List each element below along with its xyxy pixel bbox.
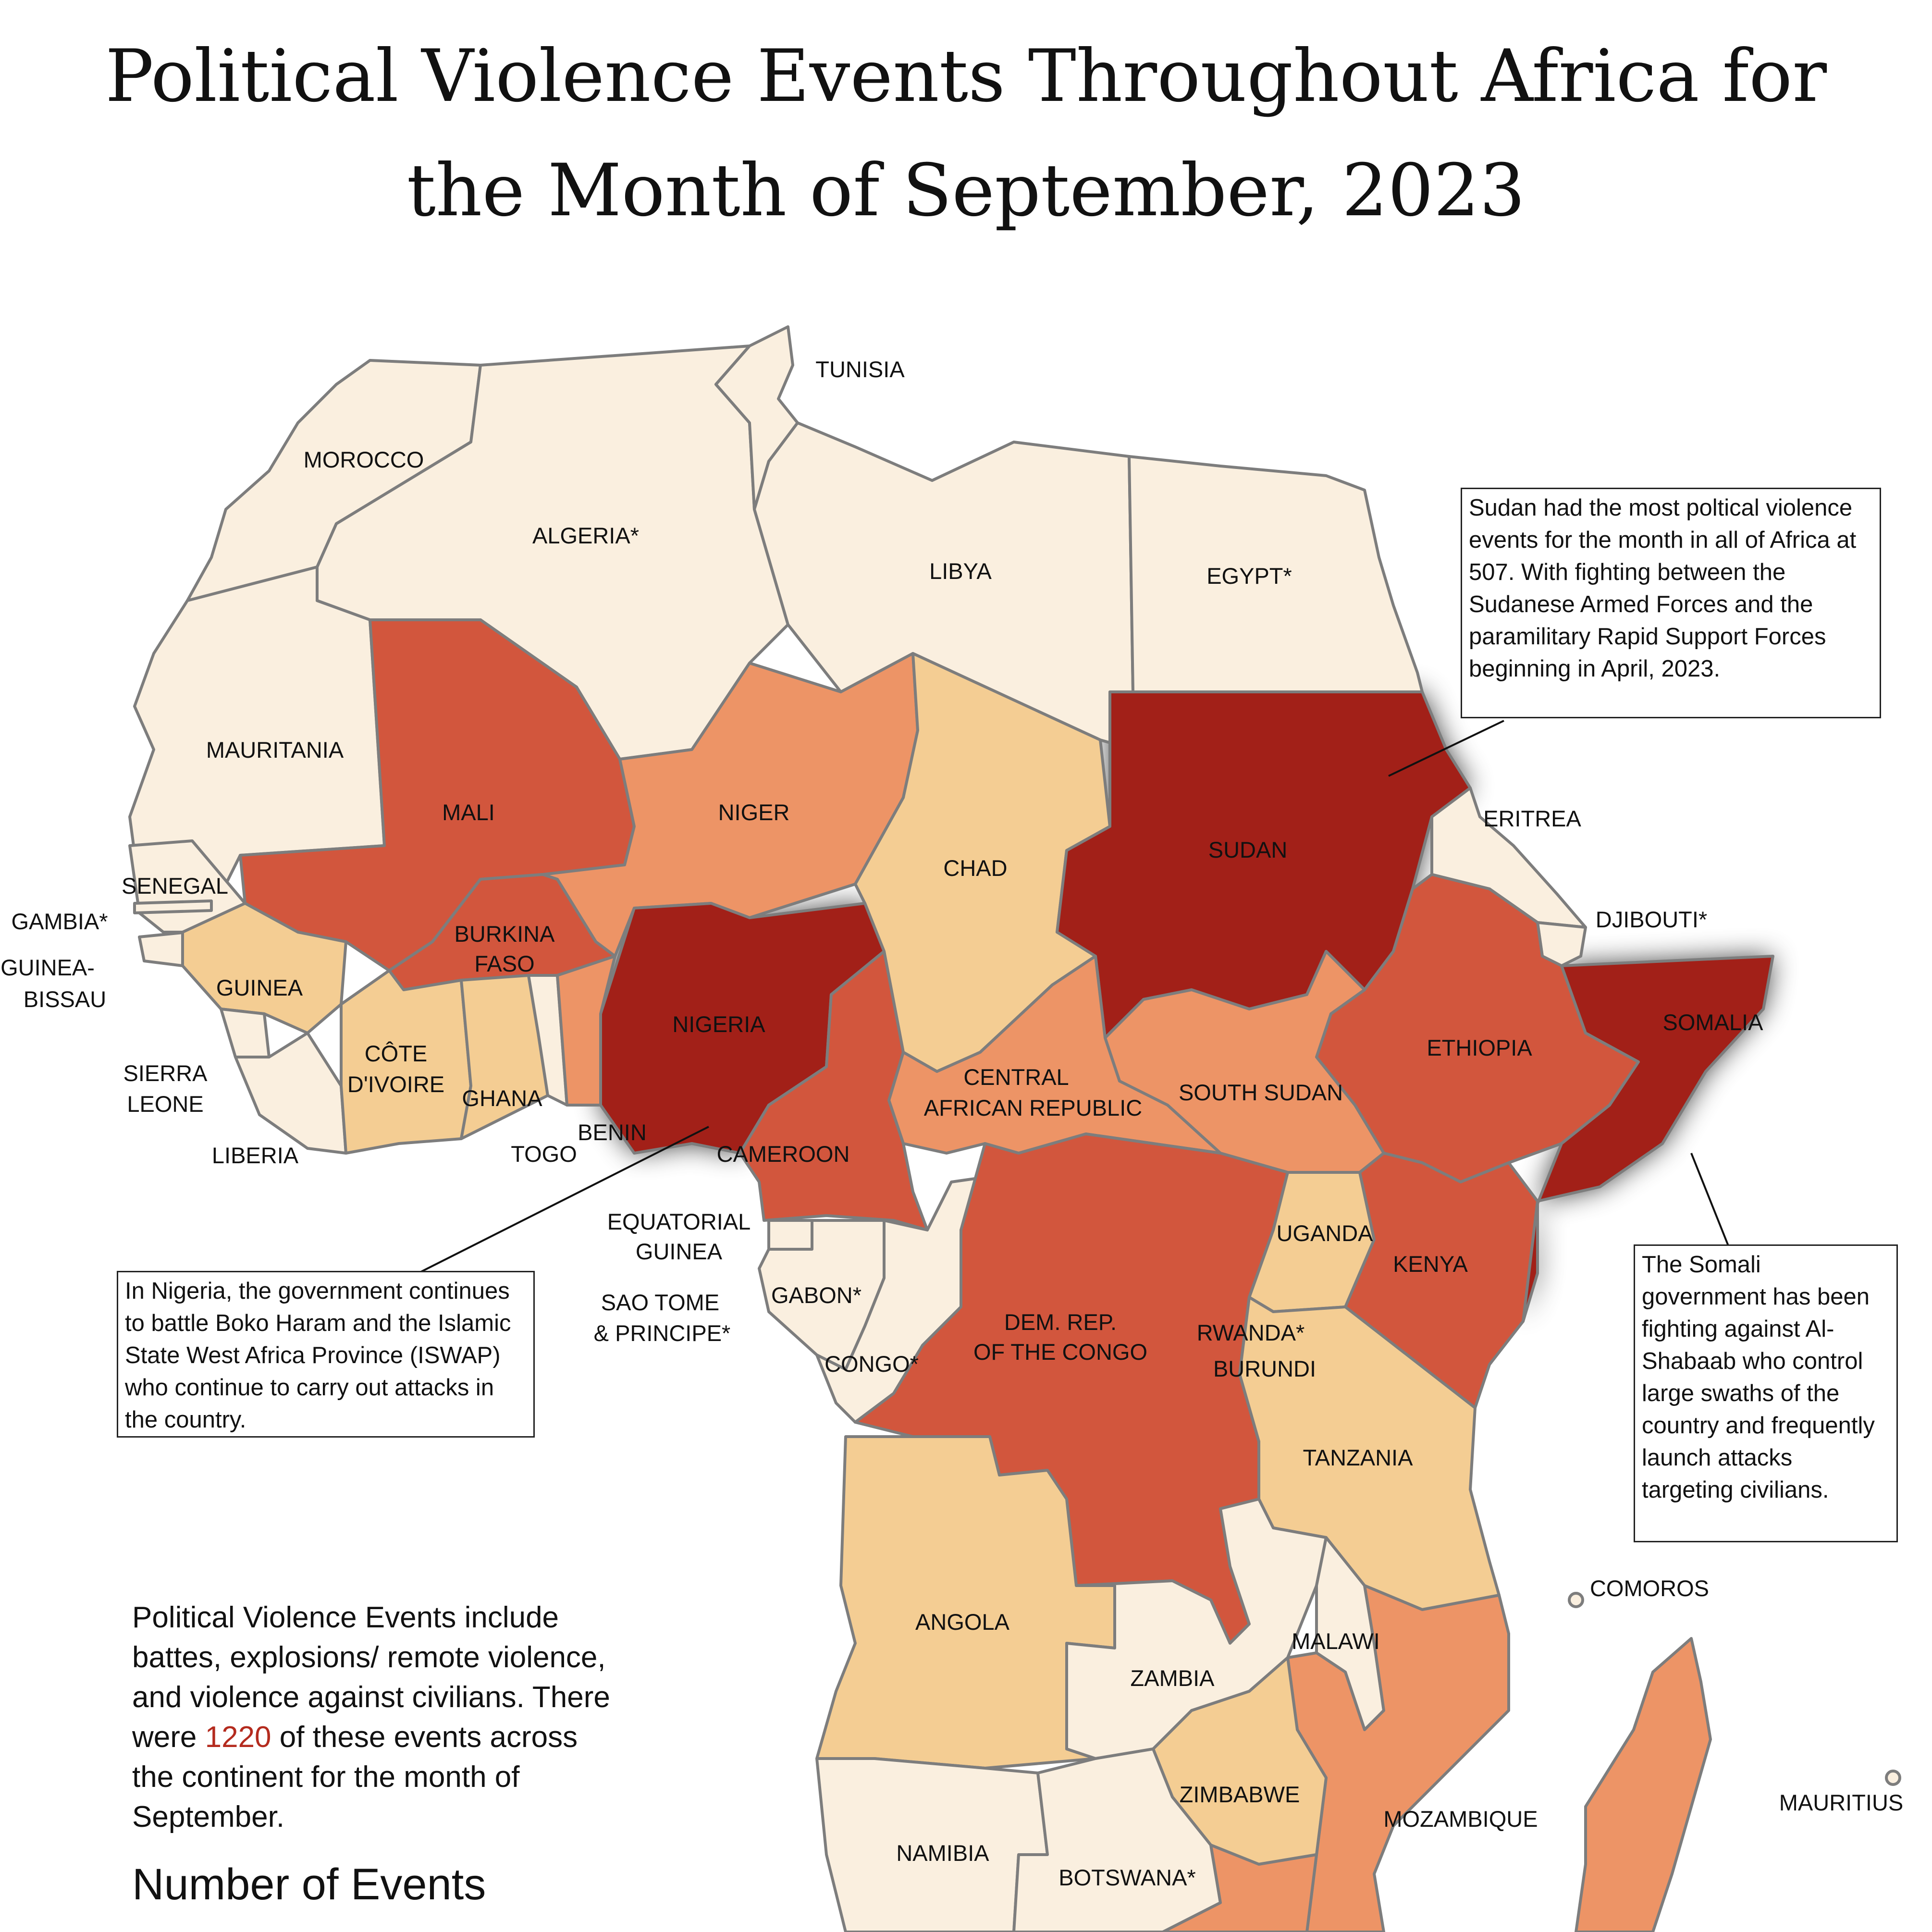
label-kenya: KENYA (1393, 1251, 1468, 1277)
label-egypt: EGYPT* (1206, 563, 1292, 589)
legend-title: Number of Events (132, 1860, 486, 1909)
label-cote-divoire-line-1: CÔTE (365, 1041, 428, 1066)
label-gabon: GABON* (771, 1282, 861, 1308)
label-benin: BENIN (578, 1120, 647, 1145)
sudan-leader-line (1388, 720, 1504, 777)
label-ethiopia: ETHIOPIA (1427, 1035, 1532, 1060)
map-title: Political Violence Events Throughout Afr… (0, 19, 1932, 248)
label-sierra-leone-line-2: LEONE (127, 1091, 203, 1117)
label-rwanda: RWANDA* (1197, 1320, 1305, 1345)
label-comoros: COMOROS (1590, 1575, 1709, 1601)
country-labels: TUNISIA MOROCCO ALGERIA* LIBYA EGYPT* MA… (0, 357, 1903, 1890)
country-benin[interactable] (556, 955, 616, 1107)
label-eqguinea-line-2: GUINEA (636, 1239, 723, 1264)
nigeria-callout-text: In Nigeria, the government continues to … (125, 1278, 511, 1433)
label-congo: CONGO* (824, 1351, 919, 1377)
label-uganda: UGANDA (1276, 1220, 1373, 1246)
events-total: 1220 (205, 1721, 271, 1754)
country-guinea-bissau[interactable] (138, 931, 189, 967)
label-algeria: ALGERIA* (532, 523, 639, 548)
label-niger: NIGER (718, 800, 790, 825)
label-tunisia: TUNISIA (815, 357, 905, 382)
label-car-line-1: CENTRAL (963, 1064, 1069, 1090)
label-togo: TOGO (511, 1141, 577, 1167)
label-car-line-2: AFRICAN REPUBLIC (924, 1095, 1142, 1120)
label-liberia: LIBERIA (212, 1143, 299, 1168)
label-mali: MALI (442, 800, 495, 825)
label-drc-line-1: DEM. REP. (1004, 1309, 1117, 1335)
label-sierra-leone-line-1: SIERRA (123, 1060, 208, 1086)
somalia-callout: The Somali government has been fighting … (1634, 1244, 1898, 1542)
label-south-sudan: SOUTH SUDAN (1179, 1080, 1343, 1105)
label-eqguinea-line-1: EQUATORIAL (607, 1209, 751, 1234)
label-sudan: SUDAN (1208, 837, 1288, 862)
label-botswana: BOTSWANA* (1058, 1865, 1196, 1890)
country-guinea[interactable] (181, 902, 347, 1034)
label-morocco: MOROCCO (304, 447, 424, 472)
label-sao-tome-line-2: & PRINCIPE* (594, 1320, 731, 1346)
label-mauritius: MAURITIUS (1779, 1790, 1904, 1815)
country-south-africa-partial[interactable] (1161, 1844, 1318, 1932)
label-mozambique: MOZAMBIQUE (1383, 1806, 1538, 1832)
label-djibouti: DJIBOUTI* (1596, 907, 1707, 932)
title-line-1: Political Violence Events Throughout Afr… (105, 35, 1827, 118)
label-tanzania: TANZANIA (1303, 1445, 1414, 1470)
label-guinea-bissau-line-2: BISSAU (24, 986, 106, 1012)
country-mauritius-island[interactable] (1885, 1770, 1901, 1786)
somalia-callout-text: The Somali government has been fighting … (1642, 1252, 1875, 1503)
country-comoros-island[interactable] (1568, 1592, 1584, 1608)
label-angola: ANGOLA (915, 1609, 1010, 1635)
nigeria-callout: In Nigeria, the government continues to … (117, 1271, 535, 1438)
events-note-before: Political Violence Events include battes… (132, 1601, 610, 1754)
country-gambia[interactable] (133, 899, 213, 914)
country-togo[interactable] (527, 974, 568, 1107)
label-drc-line-2: OF THE CONGO (973, 1339, 1147, 1365)
title-line-2: the Month of September, 2023 (406, 149, 1526, 233)
label-cote-divoire-line-2: D'IVOIRE (347, 1071, 444, 1097)
label-somalia: SOMALIA (1663, 1009, 1764, 1035)
country-cameroon[interactable] (738, 950, 929, 1231)
callout-leaders (418, 720, 1731, 1274)
countries (128, 325, 1901, 1932)
label-burkina-line-1: BURKINA (455, 921, 555, 947)
label-libya: LIBYA (929, 558, 992, 584)
events-note-after: of these events across the continent for… (132, 1721, 578, 1834)
label-namibia: NAMIBIA (896, 1840, 989, 1866)
label-ghana: GHANA (462, 1085, 542, 1111)
label-mauritania: MAURITANIA (206, 737, 344, 763)
label-eritrea: ERITREA (1483, 806, 1581, 831)
label-chad: CHAD (943, 855, 1007, 881)
country-madagascar[interactable] (1575, 1637, 1712, 1932)
nigeria-leader-line (418, 1126, 709, 1274)
label-burundi: BURUNDI (1213, 1356, 1316, 1381)
sudan-callout: Sudan had the most poltical violence eve… (1461, 488, 1881, 718)
label-guinea: GUINEA (216, 975, 303, 1000)
label-sao-tome-line-1: SAO TOME (601, 1290, 719, 1315)
somalia-leader-line (1690, 1153, 1731, 1250)
label-zimbabwe: ZIMBABWE (1180, 1782, 1300, 1807)
label-senegal: SENEGAL (122, 873, 228, 898)
label-malawi: MALAWI (1292, 1628, 1380, 1654)
label-cameroon: CAMEROON (717, 1141, 850, 1167)
country-somalia[interactable] (1522, 955, 1774, 1323)
country-sierra-leone[interactable] (220, 1008, 271, 1058)
events-note: Political Violence Events include battes… (132, 1598, 622, 1837)
label-gambia: GAMBIA* (11, 909, 108, 934)
label-burkina-line-2: FASO (474, 951, 534, 976)
label-zambia: ZAMBIA (1131, 1665, 1215, 1691)
label-guinea-bissau-line-1: GUINEA- (0, 955, 95, 980)
country-western-sahara-mauritania[interactable] (128, 566, 386, 890)
country-equatorial-guinea[interactable] (767, 1219, 813, 1251)
sudan-callout-text: Sudan had the most poltical violence eve… (1469, 495, 1857, 682)
label-nigeria: NIGERIA (672, 1011, 765, 1037)
